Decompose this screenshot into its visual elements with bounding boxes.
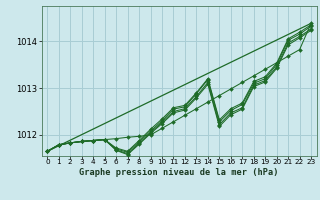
X-axis label: Graphe pression niveau de la mer (hPa): Graphe pression niveau de la mer (hPa) xyxy=(79,168,279,177)
